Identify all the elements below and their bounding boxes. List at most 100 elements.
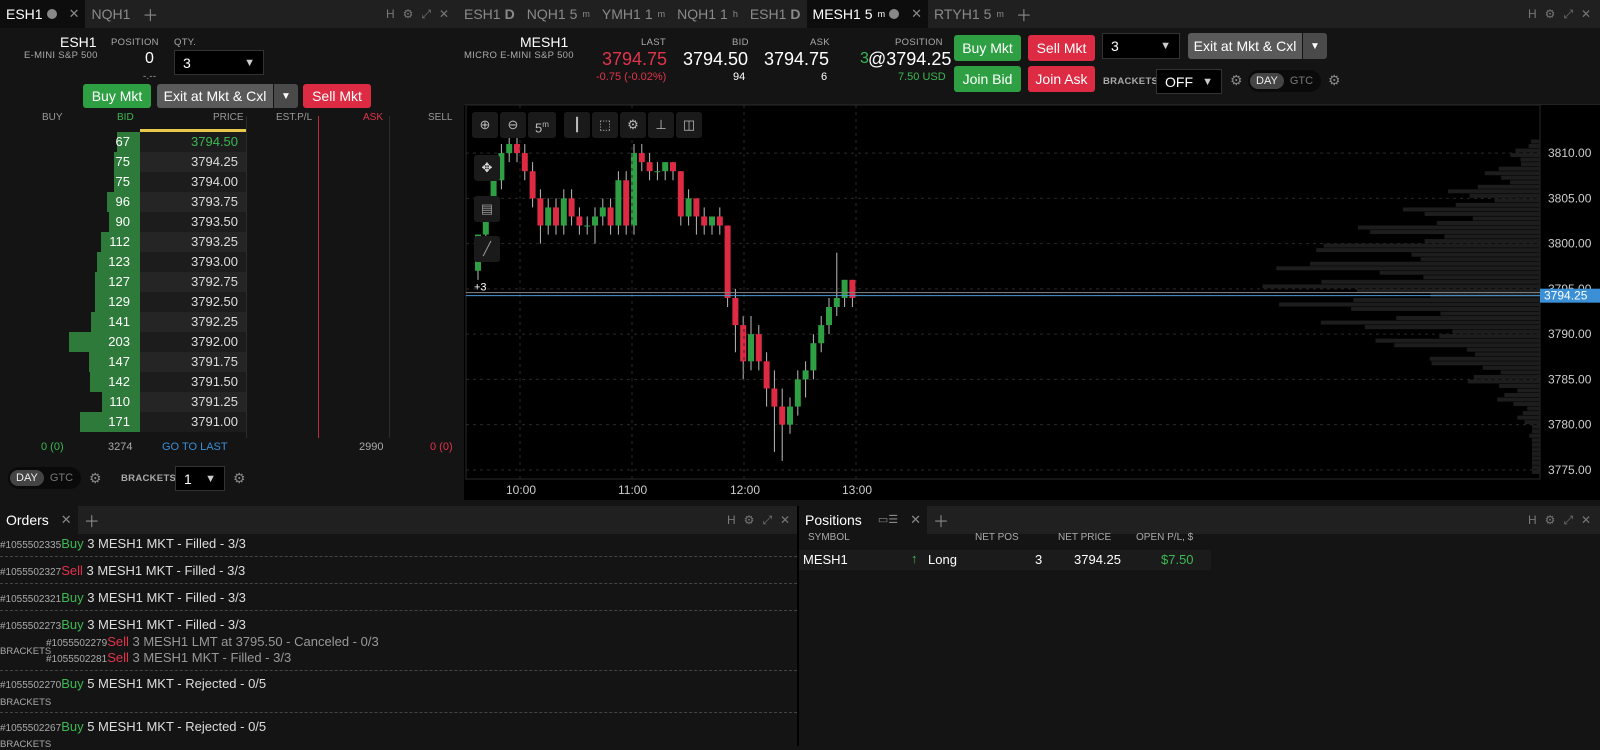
ladder-row[interactable]: 96 3793.75 <box>0 192 458 212</box>
tab-positions[interactable]: Positions ▭☰ ✕ <box>799 506 927 534</box>
zoom-out-icon[interactable]: ⊖ <box>500 112 526 138</box>
note-icon[interactable]: ▤ <box>474 196 500 222</box>
close-icon[interactable]: ✕ <box>439 7 450 21</box>
close-icon[interactable]: ✕ <box>1581 513 1592 527</box>
gear-icon[interactable]: ⚙ <box>1544 7 1556 21</box>
crosshair-icon[interactable]: ✥ <box>474 155 500 181</box>
ladder-row[interactable]: 147 3791.75 <box>0 352 458 372</box>
close-icon[interactable]: ✕ <box>780 513 791 527</box>
order-row[interactable]: #1055502267Buy 5 MESH1 MKT - Rejected - … <box>0 719 267 734</box>
bid-size-cell[interactable]: 75 <box>69 152 140 172</box>
price-cell[interactable]: 3793.50 <box>140 212 246 232</box>
candlestick-chart[interactable]: 3810.003805.003800.003795.003790.003785.… <box>464 105 1600 501</box>
ladder-row[interactable]: 110 3791.25 <box>0 392 458 412</box>
bid-size-cell[interactable]: 127 <box>69 272 140 292</box>
price-cell[interactable]: 3793.00 <box>140 252 246 272</box>
view-toggle-icon[interactable]: ▭☰ <box>877 514 899 526</box>
bracket-order-row[interactable]: #1055502279Sell 3 MESH1 LMT at 3795.50 -… <box>46 634 379 649</box>
add-tab-icon[interactable]: ＋ <box>142 8 159 25</box>
bid-size-cell[interactable]: 90 <box>69 212 140 232</box>
tab-nqh1[interactable]: NQH1 <box>91 6 131 22</box>
tab-nqh1-5m[interactable]: NQH1 5 m <box>526 6 590 22</box>
order-row[interactable]: #1055502335Buy 3 MESH1 MKT - Filled - 3/… <box>0 536 246 551</box>
gear-icon[interactable]: ⚙ <box>402 7 414 21</box>
chart-buy-mkt-button[interactable]: Buy Mkt <box>954 35 1021 61</box>
close-icon[interactable]: ✕ <box>910 512 921 527</box>
chart-tif-toggle[interactable]: DAY GTC <box>1248 70 1322 92</box>
bracket-order-row[interactable]: #1055502281Sell 3 MESH1 MKT - Filled - 3… <box>46 650 292 665</box>
bid-size-cell[interactable]: 123 <box>69 252 140 272</box>
tab-ymh1-1m[interactable]: YMH1 1 m <box>601 6 666 22</box>
dom-exit-dropdown-button[interactable]: ▼ <box>274 84 298 108</box>
price-cell[interactable]: 3794.00 <box>140 172 246 192</box>
close-icon[interactable]: ✕ <box>1581 7 1592 21</box>
dom-exit-button[interactable]: Exit at Mkt & Cxl <box>157 84 273 108</box>
price-cell[interactable]: 3792.75 <box>140 272 246 292</box>
close-icon[interactable]: ✕ <box>911 6 922 21</box>
order-row[interactable]: #1055502270Buy 5 MESH1 MKT - Rejected - … <box>0 676 267 691</box>
bid-size-cell[interactable]: 141 <box>69 312 140 332</box>
ladder-row[interactable]: 123 3793.00 <box>0 252 458 272</box>
price-cell[interactable]: 3791.00 <box>140 412 246 432</box>
add-tab-icon[interactable]: ＋ <box>932 514 949 531</box>
gear-icon[interactable]: ⚙ <box>89 470 102 486</box>
chart-brackets-select[interactable]: OFF ▼ <box>1156 69 1222 94</box>
price-cell[interactable]: 3794.50 <box>140 132 246 152</box>
ladder-row[interactable]: 75 3794.00 <box>0 172 458 192</box>
close-icon[interactable]: ✕ <box>68 6 80 21</box>
gear-icon[interactable]: ⚙ <box>233 470 246 486</box>
candles-icon[interactable]: ┃ <box>564 112 590 138</box>
join-ask-button[interactable]: Join Ask <box>1028 66 1095 92</box>
ladder-row[interactable]: 171 3791.00 <box>0 412 458 432</box>
h-icon[interactable]: H <box>1528 7 1537 21</box>
gear-icon[interactable]: ⚙ <box>1230 72 1243 88</box>
dom-sell-mkt-button[interactable]: Sell Mkt <box>303 84 371 108</box>
tab-esh1-d-2[interactable]: ESH1 D <box>749 6 801 22</box>
price-cell[interactable]: 3792.00 <box>140 332 246 352</box>
add-tab-icon[interactable]: ＋ <box>83 514 100 531</box>
ladder-row[interactable]: 90 3793.50 <box>0 212 458 232</box>
bid-size-cell[interactable]: 129 <box>69 292 140 312</box>
bid-size-cell[interactable]: 96 <box>69 192 140 212</box>
ladder-row[interactable]: 129 3792.50 <box>0 292 458 312</box>
ladder-row[interactable]: 112 3793.25 <box>0 232 458 252</box>
dom-brackets-select[interactable]: 1 ▼ <box>175 466 225 491</box>
dom-buy-mkt-button[interactable]: Buy Mkt <box>83 84 151 108</box>
tif-day[interactable]: DAY <box>10 470 44 486</box>
dom-tif-toggle[interactable]: DAY GTC <box>8 467 82 489</box>
tab-rtyh1-5m[interactable]: RTYH1 5 m <box>933 6 1004 22</box>
chart-exit-button[interactable]: Exit at Mkt & Cxl <box>1188 33 1302 59</box>
templates-icon[interactable]: ◫ <box>676 112 702 138</box>
price-cell[interactable]: 3792.50 <box>140 292 246 312</box>
price-cell[interactable]: 3792.25 <box>140 312 246 332</box>
gear-icon[interactable]: ⚙ <box>1544 513 1556 527</box>
bid-size-cell[interactable]: 112 <box>69 232 140 252</box>
zoom-in-icon[interactable]: ⊕ <box>472 112 498 138</box>
gear-icon[interactable]: ⚙ <box>743 513 755 527</box>
close-icon[interactable]: ✕ <box>60 512 72 527</box>
chart-area[interactable]: 3810.003805.003800.003795.003790.003785.… <box>464 104 1600 500</box>
tif-gtc[interactable]: GTC <box>49 472 74 484</box>
draw-line-icon[interactable]: ╱ <box>474 236 500 262</box>
tif-gtc[interactable]: GTC <box>1289 75 1314 87</box>
popout-icon[interactable]: ⤢ <box>421 6 432 21</box>
popout-icon[interactable]: ⤢ <box>1563 512 1574 527</box>
bid-size-cell[interactable]: 171 <box>69 412 140 432</box>
order-row[interactable]: #1055502327Sell 3 MESH1 MKT - Filled - 3… <box>0 563 246 578</box>
interval-button[interactable]: 5m <box>528 112 556 138</box>
tab-nqh1-1h[interactable]: NQH1 1 h <box>677 6 738 22</box>
bid-size-cell[interactable]: 147 <box>69 352 140 372</box>
ladder-row[interactable]: 203 3792.00 <box>0 332 458 352</box>
chart-qty-select[interactable]: 3 ▼ <box>1102 33 1180 59</box>
indicators-icon[interactable]: ⊥ <box>648 112 674 138</box>
ladder-row[interactable]: 142 3791.50 <box>0 372 458 392</box>
tif-day[interactable]: DAY <box>1250 73 1284 89</box>
bid-size-cell[interactable]: 203 <box>69 332 140 352</box>
order-row[interactable]: #1055502321Buy 3 MESH1 MKT - Filled - 3/… <box>0 590 246 605</box>
ladder-row[interactable]: 127 3792.75 <box>0 272 458 292</box>
ladder-row[interactable]: 67 3794.50 <box>0 132 458 152</box>
ladder-row[interactable]: 75 3794.25 <box>0 152 458 172</box>
chart-sell-mkt-button[interactable]: Sell Mkt <box>1028 35 1095 61</box>
go-to-last-link[interactable]: GO TO LAST <box>162 441 228 453</box>
chart-exit-dropdown-button[interactable]: ▼ <box>1303 33 1327 59</box>
